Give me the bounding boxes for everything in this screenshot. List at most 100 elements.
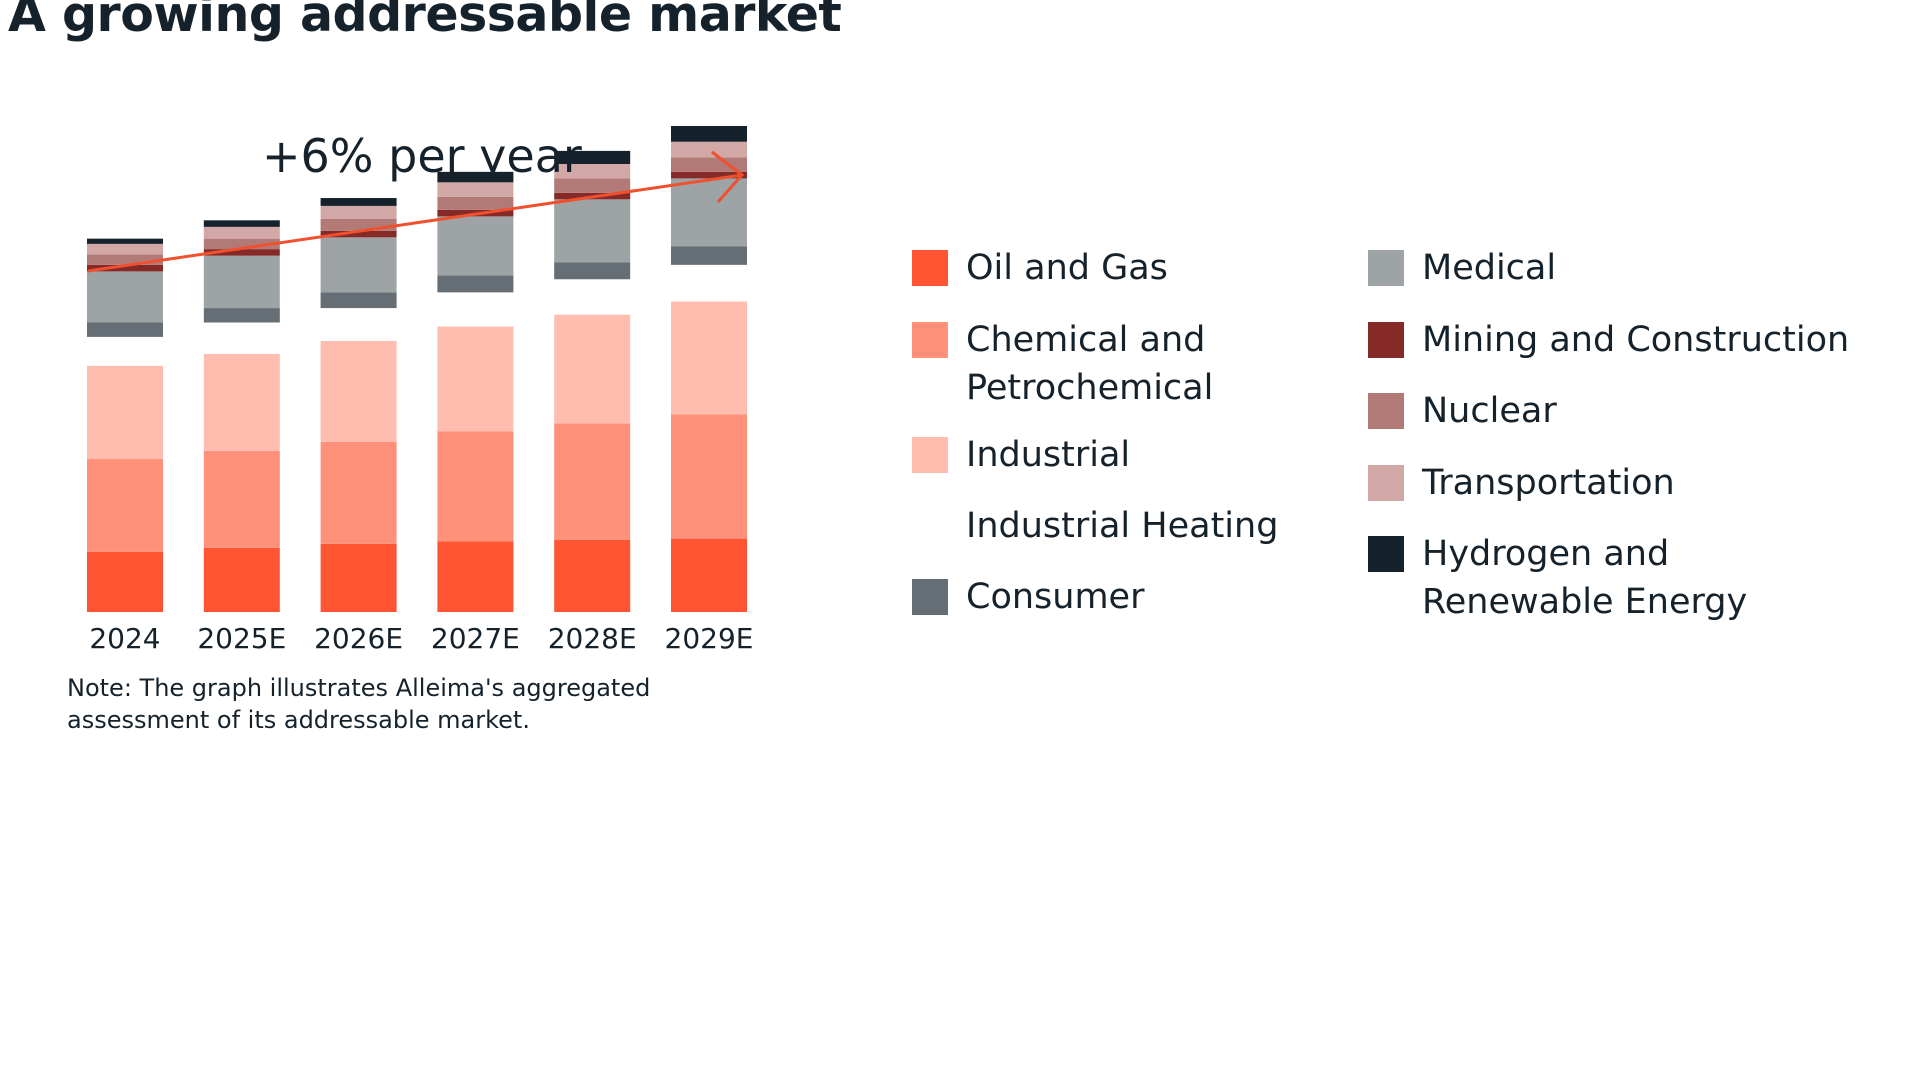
bar-segment-industrial-heating-2024 [87,336,163,366]
bar-segment-nuclear-2027e [437,196,514,210]
bar-segment-oil-and-gas-2028e [554,539,631,612]
legend-label: Consumer [966,573,1406,621]
bar-segment-industrial-heating-2028e [554,279,631,315]
bar-segment-hydrogen-and-renewable-energy-2027e [437,171,514,183]
legend-label: Medical [1422,244,1862,292]
legend-label: Hydrogen and Renewable Energy [1422,530,1862,626]
legend-label: Industrial Heating [966,502,1406,550]
legend-swatch [912,250,948,286]
legend-label-line: Nuclear [1422,391,1557,431]
bar-segment-consumer-2026e [320,292,397,309]
bar-segment-medical-2028e [554,199,631,263]
bar-segment-mining-and-construction-2029e [671,171,747,179]
bar-segment-nuclear-2024 [87,254,163,265]
legend-label-line: Hydrogen and [1422,534,1670,574]
bar-segment-industrial-2029e [671,301,747,415]
growth-annotation: +6% per year [262,129,582,183]
legend-label: Chemical and Petrochemical [966,316,1406,412]
bar-segment-industrial-2028e [554,314,631,424]
bar-segment-consumer-2027e [437,275,514,293]
bar-segment-transportation-2027e [437,182,514,197]
bar-segment-chemical-and-petrochemical-2029e [671,414,747,539]
bar-segment-chemical-and-petrochemical-2027e [437,431,514,542]
legend-swatch [1368,393,1404,429]
legend-swatch [912,322,948,358]
legend-item-medical: Medical [1368,248,1868,330]
legend-item-mining-and-construction: Mining and Construction [1368,320,1868,402]
bar-segment-mining-and-construction-2026e [320,230,397,238]
x-tick-label-2024: 2024 [89,622,160,655]
legend-swatch [1368,536,1404,572]
legend-item-chemical-and-petrochemical: Chemical and Petrochemical [912,320,1412,408]
legend-label-line: Chemical and [966,320,1206,360]
legend-swatch [912,508,948,544]
bar-segment-transportation-2026e [320,205,397,219]
bar-segment-mining-and-construction-2025e [203,249,280,256]
legend-item-transportation: Transportation [1368,463,1868,545]
bar-segment-medical-2024 [87,271,163,323]
bar-segment-industrial-2025e [203,353,280,451]
legend-label-line: Petrochemical [966,368,1214,408]
bar-segment-medical-2029e [671,178,747,247]
bar-segment-consumer-2025e [203,308,280,323]
bar-segment-chemical-and-petrochemical-2024 [87,458,163,552]
legend-item-hydrogen-and-renewable-energy: Hydrogen and Renewable Energy [1368,534,1868,622]
x-tick-label-2029e: 2029E [665,622,754,655]
bar-segment-nuclear-2026e [320,219,397,231]
legend-swatch [1368,250,1404,286]
bar-segment-oil-and-gas-2026e [320,543,397,612]
legend-label-line: Oil and Gas [966,248,1168,288]
legend-label-line: Consumer [966,577,1145,617]
bar-segment-oil-and-gas-2027e [437,541,514,612]
bar-segment-chemical-and-petrochemical-2028e [554,423,631,540]
chart-title: A growing addressable market [8,0,842,43]
bar-segment-hydrogen-and-renewable-energy-2026e [320,198,397,206]
legend-item-nuclear: Nuclear [1368,391,1868,473]
bar-segment-industrial-heating-2027e [437,292,514,327]
chart-note: Note: The graph illustrates Alleima's ag… [67,674,651,734]
legend-label: Industrial [966,431,1406,479]
legend-label-line: Medical [1422,248,1557,288]
bar-segment-industrial-2026e [320,340,397,442]
stacked-bar-chart: 2024 2025E 2026E 2027E 2028E 2029E +6% per yea… [87,125,754,655]
bar-segment-consumer-2024 [87,322,163,337]
legend-swatch [1368,465,1404,501]
bar-segment-industrial-heating-2025e [203,322,280,354]
bar-segment-hydrogen-and-renewable-energy-2024 [87,238,163,244]
legend-label-line: Mining and Construction [1422,320,1850,360]
bar-segment-industrial-2027e [437,326,514,432]
legend-label: Nuclear [1422,387,1862,435]
bar-segment-industrial-heating-2029e [671,264,747,302]
legend-label-line: Industrial Heating [966,506,1279,546]
bar-segment-medical-2027e [437,216,514,276]
legend-swatch [1368,322,1404,358]
legend-swatch [912,437,948,473]
bar-segment-chemical-and-petrochemical-2026e [320,441,397,544]
bar-segment-oil-and-gas-2029e [671,538,747,612]
bar-segment-industrial-heating-2026e [320,308,397,341]
legend-label: Oil and Gas [966,244,1406,292]
bar-segment-nuclear-2028e [554,178,631,193]
bar-segment-nuclear-2029e [671,157,747,172]
bar-segment-oil-and-gas-2025e [203,547,280,612]
bar-segment-hydrogen-and-renewable-energy-2028e [554,150,631,164]
legend-label-line: Industrial [966,435,1131,475]
bar-segment-industrial-2024 [87,365,163,459]
bar-segment-medical-2025e [203,255,280,309]
bar-segment-hydrogen-and-renewable-energy-2029e [671,125,747,142]
legend-label: Transportation [1422,459,1862,507]
legend-item-consumer: Consumer [912,577,1412,659]
x-tick-label-2026e: 2026E [314,622,403,655]
x-tick-label-2028e: 2028E [548,622,637,655]
growth-arrow-line [87,173,743,273]
bar-segment-mining-and-construction-2024 [87,264,163,272]
bar-segment-chemical-and-petrochemical-2025e [203,450,280,548]
legend-item-industrial-heating: Industrial Heating [912,506,1412,588]
bar-segment-medical-2026e [320,237,397,293]
bar-segment-consumer-2029e [671,246,747,265]
bar-segment-transportation-2025e [203,226,280,239]
bar-segment-consumer-2028e [554,262,631,280]
legend-item-industrial: Industrial [912,435,1412,517]
bar-segment-hydrogen-and-renewable-energy-2025e [203,220,280,227]
bar-segment-transportation-2024 [87,243,163,255]
